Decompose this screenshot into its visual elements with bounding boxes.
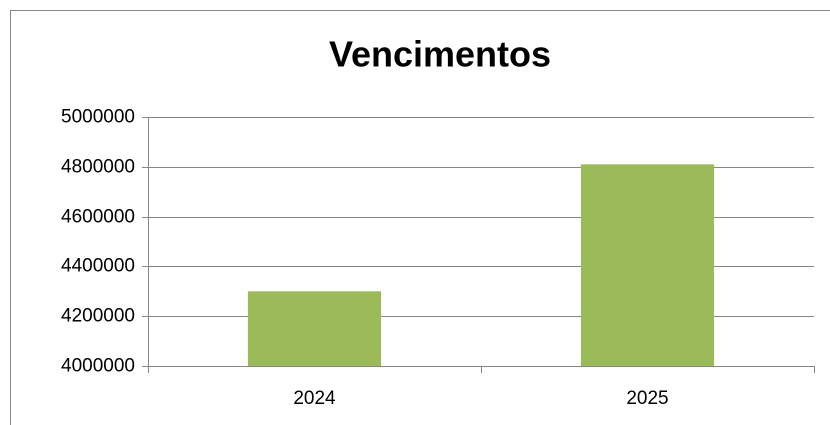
y-tick-label: 4000000 <box>61 356 135 377</box>
bar <box>247 291 382 366</box>
y-tick-label: 5000000 <box>61 107 135 128</box>
x-tick-label: 2024 <box>293 388 336 409</box>
bar <box>580 164 715 366</box>
x-tick-label: 2025 <box>626 388 668 409</box>
y-tick-label: 4200000 <box>61 306 135 327</box>
y-tick-label: 4800000 <box>61 157 135 178</box>
chart-title: Vencimentos <box>329 34 551 75</box>
y-tick-label: 4600000 <box>61 207 135 228</box>
y-tick-label: 4400000 <box>61 256 135 277</box>
